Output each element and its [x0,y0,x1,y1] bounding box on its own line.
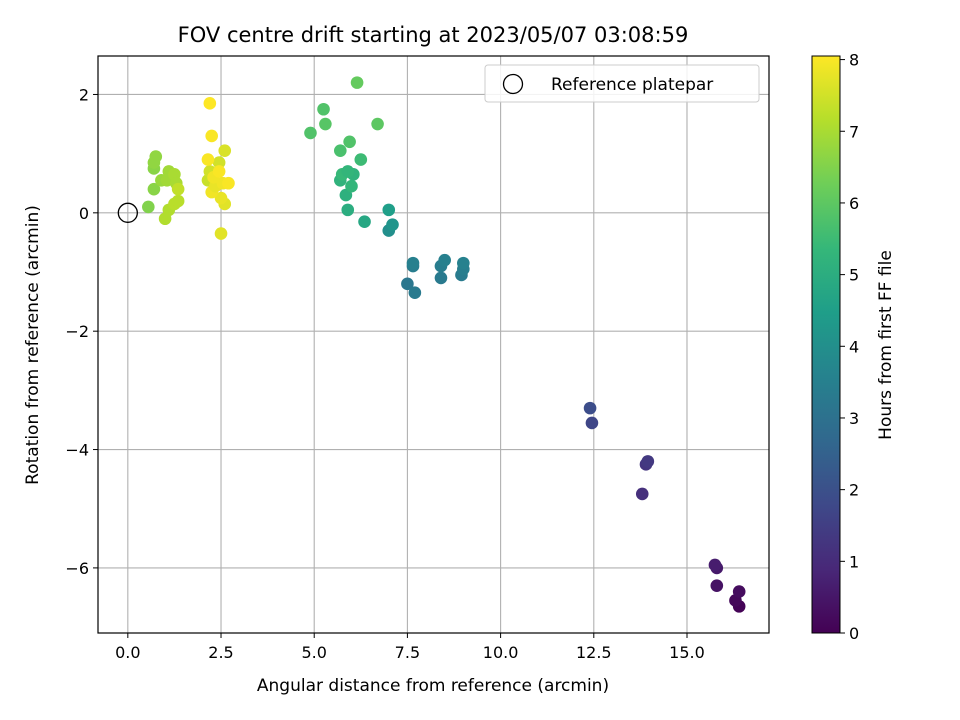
y-tick-label: −2 [65,322,89,341]
data-point [171,182,185,196]
data-point [457,256,470,270]
data-point [408,286,422,300]
data-point [214,227,228,240]
colorbar-strip [811,55,841,634]
y-tick-label: 0 [79,204,89,223]
data-point [218,144,232,157]
data-point [401,277,414,291]
data-point [386,218,399,231]
data-point [635,487,649,501]
data-point [382,203,396,217]
colorbar-tick-label: 6 [849,194,859,213]
data-point [334,144,347,157]
x-axis-label: Angular distance from reference (arcmin) [257,676,609,696]
x-tick-label: 2.5 [208,643,233,662]
y-axis-ticks: −6 −4 −2 0 2 [65,85,98,578]
colorbar-tick-label: 1 [849,552,859,571]
reference-layer [117,202,138,223]
data-point [585,416,599,430]
colorbar-tick-label: 5 [849,266,859,285]
x-tick-label: 0.0 [115,643,140,662]
scatter-points [142,76,746,613]
data-point [341,165,355,178]
colorbar-tick-label: 3 [849,409,859,428]
data-point [149,150,163,163]
data-point [171,194,185,208]
data-point [222,176,235,190]
x-tick-label: 12.5 [576,643,612,662]
colorbar-tick-label: 2 [849,481,859,500]
colorbar-tick-label: 4 [849,337,859,356]
colorbar-tick-label: 7 [849,122,859,141]
reference-platepar-marker [117,202,138,223]
data-point [710,579,724,592]
colorbar-tick-label: 8 [849,51,859,70]
data-point [212,165,226,178]
x-tick-label: 10.0 [483,643,519,662]
grid [98,56,769,633]
x-tick-label: 5.0 [301,643,326,662]
data-point [212,156,226,169]
data-point [341,203,355,217]
x-tick-label: 7.5 [395,643,420,662]
data-point [343,135,356,149]
colorbar: 0 1 2 3 4 5 6 7 8 Hours from first FF file [811,51,896,643]
y-tick-label: 2 [79,85,89,104]
data-point [345,179,358,193]
legend-marker-circle [502,73,524,95]
data-point [214,191,228,205]
data-point [641,455,655,468]
x-tick-label: 15.0 [669,643,705,662]
data-point [317,102,330,116]
colorbar-label: Hours from first FF file [876,250,896,440]
data-point [732,585,746,598]
legend: Reference platepar [484,64,760,103]
colorbar-tick-label: 0 [849,624,859,643]
data-point [354,153,368,166]
chart-title: FOV centre drift starting at 2023/05/07 … [178,23,689,47]
data-point [201,153,215,166]
data-point [438,253,451,267]
data-point [304,126,317,140]
data-point [434,271,448,285]
data-point [358,215,371,229]
data-point [205,129,218,143]
colorbar-ticks: 0 1 2 3 4 5 6 7 8 [840,51,859,643]
y-tick-label: −4 [65,441,89,460]
data-point [147,182,161,196]
plot-frame [97,55,770,634]
x-axis-ticks: 0.0 2.5 5.0 7.5 10.0 12.5 15.0 [115,633,705,662]
data-point [406,256,420,270]
data-point [708,558,722,572]
legend-box [484,64,760,103]
y-tick-label: −6 [65,559,89,578]
data-point [350,76,364,89]
data-point [583,401,597,415]
legend-entry-label: Reference platepar [551,75,713,95]
data-point [319,117,332,131]
data-point [142,200,155,214]
data-point [371,117,384,131]
data-point [203,97,217,110]
y-axis-label: Rotation from reference (arcmin) [23,205,43,485]
